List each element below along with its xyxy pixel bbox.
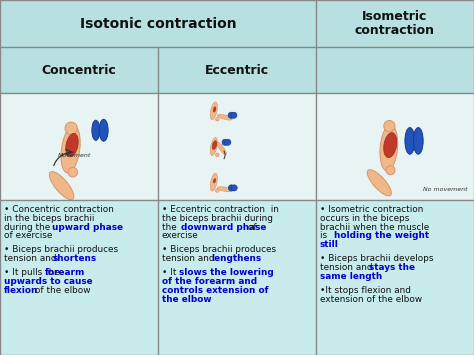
Text: tension and: tension and bbox=[162, 254, 218, 263]
Text: Isometric
contraction: Isometric contraction bbox=[355, 10, 435, 38]
Text: stays the: stays the bbox=[369, 263, 415, 272]
Text: •It stops flexion and: •It stops flexion and bbox=[320, 286, 411, 295]
Text: downward phase: downward phase bbox=[181, 223, 266, 231]
Text: the elbow: the elbow bbox=[162, 295, 211, 304]
Text: • Isometric contraction: • Isometric contraction bbox=[320, 205, 423, 214]
Ellipse shape bbox=[212, 141, 217, 149]
Circle shape bbox=[228, 112, 234, 118]
Text: flexion: flexion bbox=[4, 286, 38, 295]
Ellipse shape bbox=[217, 114, 232, 120]
Text: slows the lowering: slows the lowering bbox=[179, 268, 274, 277]
Text: Isotonic contraction: Isotonic contraction bbox=[80, 16, 237, 31]
Text: of the forearm and: of the forearm and bbox=[162, 277, 257, 286]
Bar bbox=[316, 0, 474, 47]
Text: in the biceps brachii: in the biceps brachii bbox=[4, 214, 94, 223]
Circle shape bbox=[231, 185, 237, 191]
Ellipse shape bbox=[413, 127, 423, 154]
Ellipse shape bbox=[218, 187, 233, 192]
Text: of: of bbox=[245, 223, 256, 231]
Text: shortens: shortens bbox=[53, 254, 97, 263]
Text: • Eccentric contraction  in: • Eccentric contraction in bbox=[162, 205, 279, 214]
Ellipse shape bbox=[380, 125, 398, 171]
Text: still: still bbox=[320, 240, 339, 249]
Bar bbox=[158, 200, 316, 355]
Text: Eccentric: Eccentric bbox=[205, 64, 269, 76]
Circle shape bbox=[216, 118, 219, 121]
Text: same length: same length bbox=[320, 272, 382, 281]
Text: • Biceps brachii develops: • Biceps brachii develops bbox=[320, 254, 434, 263]
Bar bbox=[158, 93, 316, 200]
Text: • It: • It bbox=[162, 268, 179, 277]
Bar bbox=[316, 93, 474, 200]
Text: during the: during the bbox=[4, 223, 53, 231]
Text: of the elbow: of the elbow bbox=[32, 286, 91, 295]
Text: Concentric: Concentric bbox=[42, 64, 117, 76]
Text: upward phase: upward phase bbox=[52, 223, 123, 231]
Ellipse shape bbox=[405, 127, 415, 154]
Circle shape bbox=[65, 122, 77, 135]
Ellipse shape bbox=[217, 142, 227, 155]
Circle shape bbox=[68, 168, 78, 177]
Circle shape bbox=[228, 185, 235, 191]
Bar bbox=[0, 0, 316, 47]
Bar bbox=[0, 47, 158, 93]
Text: lengthens: lengthens bbox=[211, 254, 261, 263]
Ellipse shape bbox=[92, 120, 100, 140]
Ellipse shape bbox=[61, 126, 80, 173]
Text: • Biceps brachii produces: • Biceps brachii produces bbox=[162, 245, 276, 255]
Bar bbox=[316, 200, 474, 355]
Text: holding the weight: holding the weight bbox=[334, 231, 429, 240]
Ellipse shape bbox=[213, 107, 216, 112]
Text: extension of the elbow: extension of the elbow bbox=[320, 295, 422, 304]
Bar bbox=[0, 200, 158, 355]
Circle shape bbox=[216, 189, 219, 192]
Text: controls extension of: controls extension of bbox=[162, 286, 268, 295]
Ellipse shape bbox=[210, 138, 218, 155]
Ellipse shape bbox=[210, 102, 218, 120]
Text: tension and: tension and bbox=[320, 263, 375, 272]
Text: the: the bbox=[162, 223, 180, 231]
Text: • Biceps brachii produces: • Biceps brachii produces bbox=[4, 245, 118, 255]
Ellipse shape bbox=[49, 172, 74, 200]
Text: occurs in the biceps: occurs in the biceps bbox=[320, 214, 410, 223]
Bar bbox=[0, 93, 158, 200]
Text: exercise: exercise bbox=[162, 231, 199, 240]
Ellipse shape bbox=[367, 170, 392, 196]
Text: the biceps brachii during: the biceps brachii during bbox=[162, 214, 273, 223]
Circle shape bbox=[231, 112, 237, 118]
Text: • It pulls the: • It pulls the bbox=[4, 268, 63, 277]
Text: No movement: No movement bbox=[423, 187, 468, 192]
Ellipse shape bbox=[383, 133, 397, 158]
Text: forearm: forearm bbox=[45, 268, 85, 277]
Ellipse shape bbox=[210, 173, 218, 191]
Ellipse shape bbox=[99, 119, 108, 141]
Circle shape bbox=[222, 139, 228, 145]
Text: tension and: tension and bbox=[4, 254, 59, 263]
Text: • Concentric contraction: • Concentric contraction bbox=[4, 205, 114, 214]
Text: Movement: Movement bbox=[58, 153, 91, 158]
Text: brachii when the muscle: brachii when the muscle bbox=[320, 223, 429, 231]
Circle shape bbox=[216, 153, 219, 157]
Bar bbox=[316, 47, 474, 93]
Bar bbox=[158, 47, 316, 93]
Circle shape bbox=[384, 120, 395, 132]
Text: is: is bbox=[320, 231, 330, 240]
Ellipse shape bbox=[213, 179, 216, 183]
Ellipse shape bbox=[66, 133, 78, 157]
Circle shape bbox=[386, 166, 395, 175]
Text: upwards to cause: upwards to cause bbox=[4, 277, 92, 286]
Circle shape bbox=[225, 139, 231, 145]
Text: of exercise: of exercise bbox=[4, 231, 52, 240]
